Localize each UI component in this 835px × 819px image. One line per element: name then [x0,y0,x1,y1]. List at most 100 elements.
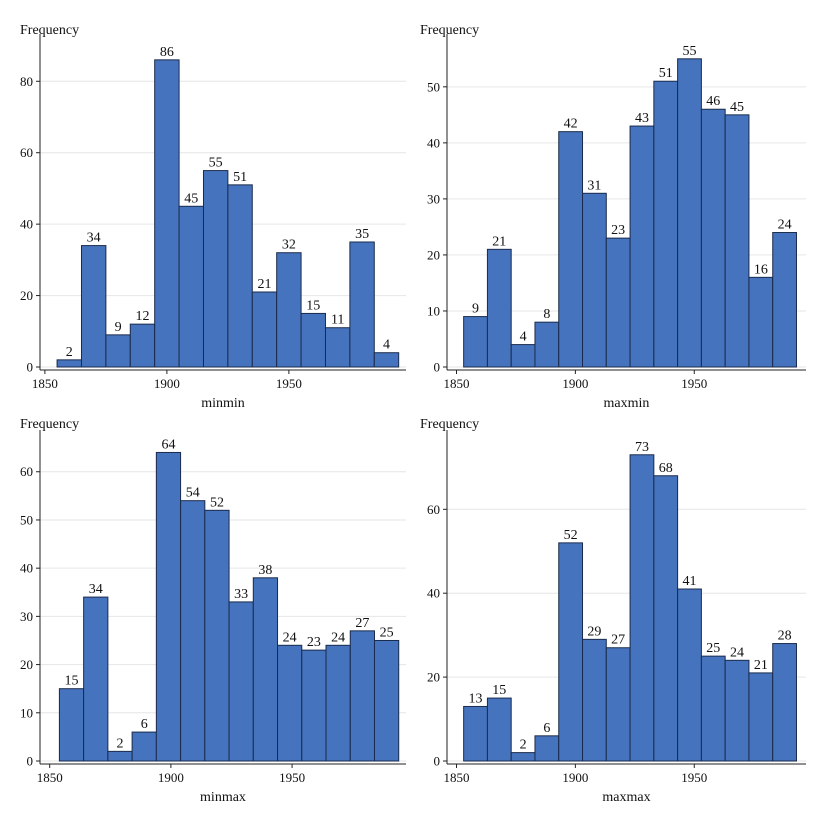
bar-value-label: 6 [543,721,550,736]
bar-value-label: 34 [87,231,101,246]
y-tick-label: 40 [427,135,440,150]
bar [605,237,631,368]
y-axis-title: Frequency [20,417,79,432]
bar-value-label: 2 [116,736,123,751]
y-axis-title: Frequency [420,23,479,38]
bar [486,248,512,368]
bar-value-label: 21 [754,658,768,673]
bar [582,192,607,368]
bar-value-label: 38 [258,563,272,578]
bar-value-label: 34 [89,582,103,597]
y-tick-label: 30 [427,191,440,206]
bar [463,316,488,368]
bar-value-label: 33 [234,587,248,602]
x-tick-label: 1900 [154,376,180,391]
bar [772,232,797,368]
bar [325,644,351,762]
bar-value-label: 4 [383,338,390,353]
bar-value-label: 23 [307,635,321,650]
bar [724,659,750,762]
histogram-panel-minmin: 0 20 40 60 80 2 34 9 12 86 45 55 51 21 32 15 11 35 4 1850 19… [20,23,406,411]
bar-value-label: 64 [161,437,175,452]
bar-value-label: 23 [611,223,625,238]
bar-value-label: 55 [209,156,223,171]
x-tick-label: 1850 [32,376,58,391]
bar [629,125,655,368]
bar [677,58,702,368]
bar [748,276,774,368]
bar [629,454,655,762]
bar-value-label: 9 [472,302,479,317]
y-tick-label: 30 [20,609,33,624]
bar-value-label: 24 [730,645,744,660]
bar [227,184,253,368]
bar [510,752,536,762]
bar [324,327,351,368]
bar-value-label: 4 [520,330,527,345]
bar [301,649,327,762]
bar [373,352,400,368]
bar-value-label: 86 [160,45,174,60]
x-tick-label: 1850 [444,376,470,391]
histogram-panel-maxmax: 0 20 40 60 13 15 2 6 52 29 27 73 68 41 25 24 21 28 1850 190… [420,417,806,805]
bar-value-label: 21 [257,277,271,292]
bar-value-label: 2 [66,345,73,360]
bar-value-label: 55 [683,44,697,59]
y-tick-label: 20 [427,670,440,685]
bar [204,509,230,762]
y-tick-label: 0 [27,754,34,769]
bar [202,170,229,368]
bar-value-label: 42 [564,117,578,132]
bar-value-label: 32 [282,238,296,253]
bar-value-label: 9 [115,320,122,335]
bar-value-label: 2 [520,738,527,753]
y-tick-label: 20 [20,288,33,303]
bar-value-label: 31 [587,178,601,193]
bar-value-label: 27 [355,616,369,631]
bar-value-label: 46 [706,94,720,109]
bar-value-label: 51 [233,170,247,185]
bar-value-label: 29 [587,624,601,639]
bar [349,241,375,368]
bar-value-label: 68 [659,461,673,476]
bar [772,643,797,762]
bar [534,321,560,368]
bar [56,359,82,368]
bar-value-label: 27 [611,633,625,648]
bar [107,750,133,762]
x-tick-label: 1850 [37,770,63,785]
bar-value-label: 25 [380,625,394,640]
bar-value-label: 16 [754,262,768,277]
bar-value-label: 15 [65,674,79,689]
bar-value-label: 13 [469,691,483,706]
x-tick-label: 1900 [158,770,184,785]
bar-value-label: 52 [210,495,224,510]
bar-value-label: 43 [635,111,649,126]
bar [582,638,607,762]
bar [677,588,702,762]
bar [510,344,536,368]
y-tick-label: 20 [20,657,33,672]
bar [558,131,584,368]
bar-value-label: 52 [564,528,578,543]
bar-value-label: 15 [306,298,320,313]
bar [558,542,584,762]
y-tick-label: 0 [434,360,441,375]
bar-value-label: 8 [543,307,550,322]
bar-value-label: 24 [283,630,297,645]
bar-value-label: 35 [355,227,369,242]
y-tick-label: 50 [20,512,33,527]
histogram-panel-maxmin: 0 10 20 30 40 50 9 21 4 8 42 31 23 43 51 55 46 45 16 24 1850… [420,23,806,411]
bar [154,59,180,368]
bar-value-label: 45 [184,191,198,206]
y-tick-label: 40 [427,586,440,601]
bar [178,205,204,368]
y-tick-label: 60 [20,464,33,479]
y-tick-label: 10 [427,303,440,318]
bar-value-label: 51 [659,66,673,81]
bar [463,705,488,762]
bar [534,735,560,762]
bar [605,647,631,762]
bar [58,688,85,762]
